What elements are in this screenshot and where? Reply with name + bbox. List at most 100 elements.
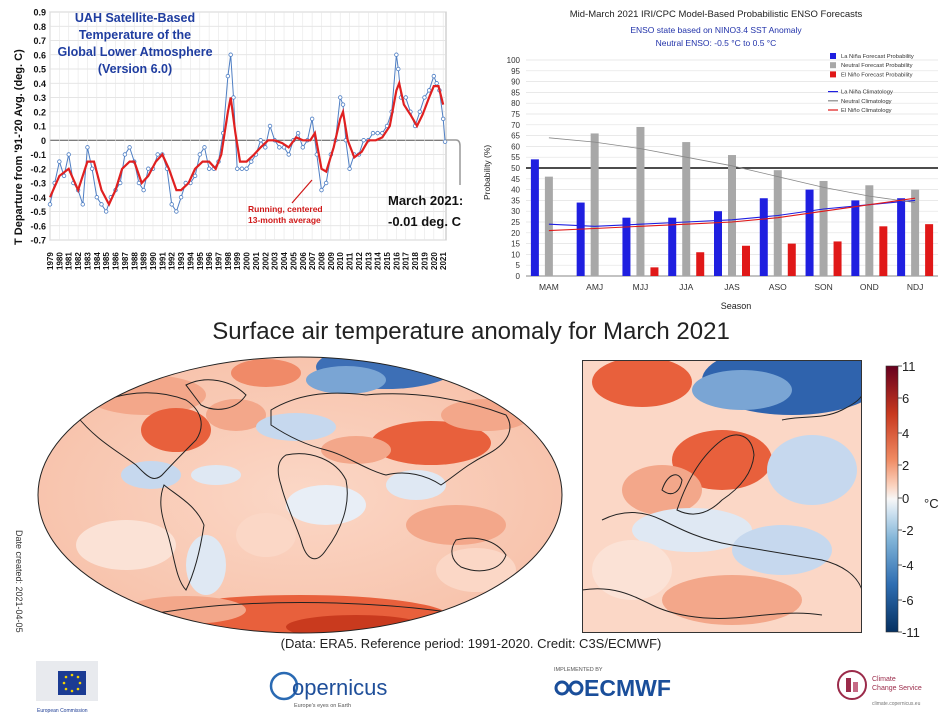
enso-subtitle-1: ENSO state based on NINO3.4 SST Anomaly xyxy=(630,25,802,35)
map-credit: (Data: ERA5. Reference period: 1991-2020… xyxy=(280,636,662,651)
enso-y-tick: 35 xyxy=(511,196,520,205)
uah-x-tick: 2011 xyxy=(346,252,355,270)
uah-monthly-point xyxy=(338,95,343,100)
uah-x-tick: 2009 xyxy=(327,252,336,270)
colorbar-tick-label: 11 xyxy=(902,360,916,374)
uah-x-tick: 2015 xyxy=(383,252,392,270)
uah-y-tick: 0.4 xyxy=(33,79,46,89)
ec-label: European Commission xyxy=(37,708,88,714)
copernicus-label: opernicus xyxy=(292,675,387,700)
enso-lanina-climatology xyxy=(548,199,916,227)
uah-monthly-point xyxy=(286,152,291,157)
enso-bar-neutral xyxy=(728,155,736,276)
enso-y-tick: 55 xyxy=(511,153,520,162)
enso-legend-swatch xyxy=(830,53,836,59)
uah-monthly-point xyxy=(206,166,212,171)
uah-y-axis-label: T Departure from '91-'20 Avg. (deg. C) xyxy=(13,49,25,245)
uah-monthly-point xyxy=(89,166,95,171)
enso-legend: La Niña Forecast Probability Neutral Fore… xyxy=(828,53,914,114)
copernicus-logo: opernicus Europe's eyes on Earth xyxy=(269,671,387,709)
enso-subtitle-2: Neutral ENSO: -0.5 °C to 0.5 °C xyxy=(656,38,777,48)
uah-running-avg-line-2: 13-month average xyxy=(248,215,321,225)
uah-monthly-point xyxy=(394,52,399,57)
c3s-logo: Climate Change Service climate.copernicu… xyxy=(837,670,922,707)
enso-y-tick: 80 xyxy=(511,99,520,108)
uah-x-tick: 1980 xyxy=(55,252,64,270)
enso-x-tick: MAM xyxy=(539,282,559,292)
enso-bar-neutral xyxy=(865,185,874,276)
ecmwf-label: ECMWF xyxy=(584,675,671,701)
enso-y-tick: 70 xyxy=(511,121,520,130)
enso-bar-neutral xyxy=(544,176,553,276)
enso-y-tick: 0 xyxy=(516,272,521,281)
enso-x-tick: MJJ xyxy=(633,282,649,292)
uah-x-tick: 2005 xyxy=(289,252,298,270)
uah-x-tick: 1999 xyxy=(233,252,242,270)
uah-monthly-point xyxy=(122,152,128,157)
uah-x-tick: 1989 xyxy=(140,252,149,270)
enso-chart: Mid-March 2021 IRI/CPC Model-Based Proba… xyxy=(478,0,942,312)
uah-y-tick: -0.3 xyxy=(30,179,46,189)
enso-bar-lanina xyxy=(576,202,585,276)
uah-x-tick: 2017 xyxy=(402,252,411,270)
enso-y-tick: 20 xyxy=(511,229,520,238)
date-created-label: Date created: 2021-04-05 xyxy=(14,530,24,633)
enso-bar-lanina xyxy=(805,189,814,276)
enso-bar-neutral xyxy=(819,180,828,276)
uah-x-tick: 1988 xyxy=(130,252,139,270)
enso-y-tick: 50 xyxy=(511,164,520,173)
enso-y-tick: 25 xyxy=(511,218,520,227)
uah-gridlines xyxy=(49,11,447,241)
europe-anomaly-map xyxy=(582,360,862,633)
uah-x-tick: 1993 xyxy=(177,252,186,270)
uah-x-tick: 2007 xyxy=(308,252,317,270)
map-title: Surface air temperature anomaly for Marc… xyxy=(212,318,730,345)
uah-monthly-point xyxy=(61,173,67,179)
uah-monthly-point xyxy=(99,202,104,207)
uah-y-tick: -0.1 xyxy=(30,150,46,160)
uah-x-tick: 1995 xyxy=(196,252,205,270)
enso-y-tick: 95 xyxy=(511,67,520,76)
uah-monthly-point xyxy=(155,152,160,157)
enso-y-tick: 15 xyxy=(511,240,520,249)
enso-x-tick: AMJ xyxy=(586,282,603,292)
uah-x-tick: 2002 xyxy=(261,252,270,270)
enso-y-axis-label: Probability (%) xyxy=(482,145,492,200)
enso-legend-label: El Niño Climatology xyxy=(841,108,892,114)
enso-legend-label: Neutral Climatology xyxy=(841,99,892,105)
uah-title-line-4: (Version 6.0) xyxy=(98,62,172,76)
uah-x-tick: 2016 xyxy=(392,252,401,270)
colorbar-tick-label: 0 xyxy=(902,491,909,506)
uah-title-line-2: Temperature of the xyxy=(79,28,191,42)
uah-monthly-point xyxy=(225,73,231,79)
enso-y-tick-labels: 0510152025303540455055606570758085909510… xyxy=(507,56,521,281)
uah-monthly-point xyxy=(94,195,100,200)
enso-legend-swatch xyxy=(830,62,836,69)
copernicus-sub: Europe's eyes on Earth xyxy=(294,703,351,709)
enso-y-tick: 75 xyxy=(511,110,520,119)
enso-bar-lanina xyxy=(714,211,722,276)
uah-x-tick: 2014 xyxy=(374,252,383,270)
uah-y-tick: -0.7 xyxy=(30,236,46,246)
c3s-url: climate.copernicus.eu xyxy=(872,701,921,707)
uah-monthly-point xyxy=(231,95,236,100)
uah-running-average-line xyxy=(48,79,445,207)
uah-x-tick: 1984 xyxy=(93,252,102,270)
enso-bar-lanina xyxy=(530,159,539,276)
enso-y-tick: 45 xyxy=(511,175,520,184)
uah-monthly-point xyxy=(258,138,263,143)
enso-x-tick: JJA xyxy=(679,282,694,292)
enso-bar-elnino xyxy=(925,224,934,276)
uah-y-tick: 0.7 xyxy=(33,36,46,46)
uah-x-tick: 1990 xyxy=(149,252,158,270)
uah-monthly-point xyxy=(202,145,207,150)
uah-monthly-point xyxy=(192,173,198,179)
colorbar-tick-label: 4 xyxy=(902,426,909,441)
enso-bar-elnino xyxy=(742,245,750,276)
uah-monthly-point xyxy=(403,95,408,100)
enso-title: Mid-March 2021 IRI/CPC Model-Based Proba… xyxy=(570,9,863,20)
uah-monthly-point xyxy=(197,152,202,157)
colorbar-unit: °C xyxy=(924,496,939,511)
uah-title-line-1: UAH Satellite-Based xyxy=(75,11,195,25)
uah-x-tick: 2010 xyxy=(336,252,345,270)
